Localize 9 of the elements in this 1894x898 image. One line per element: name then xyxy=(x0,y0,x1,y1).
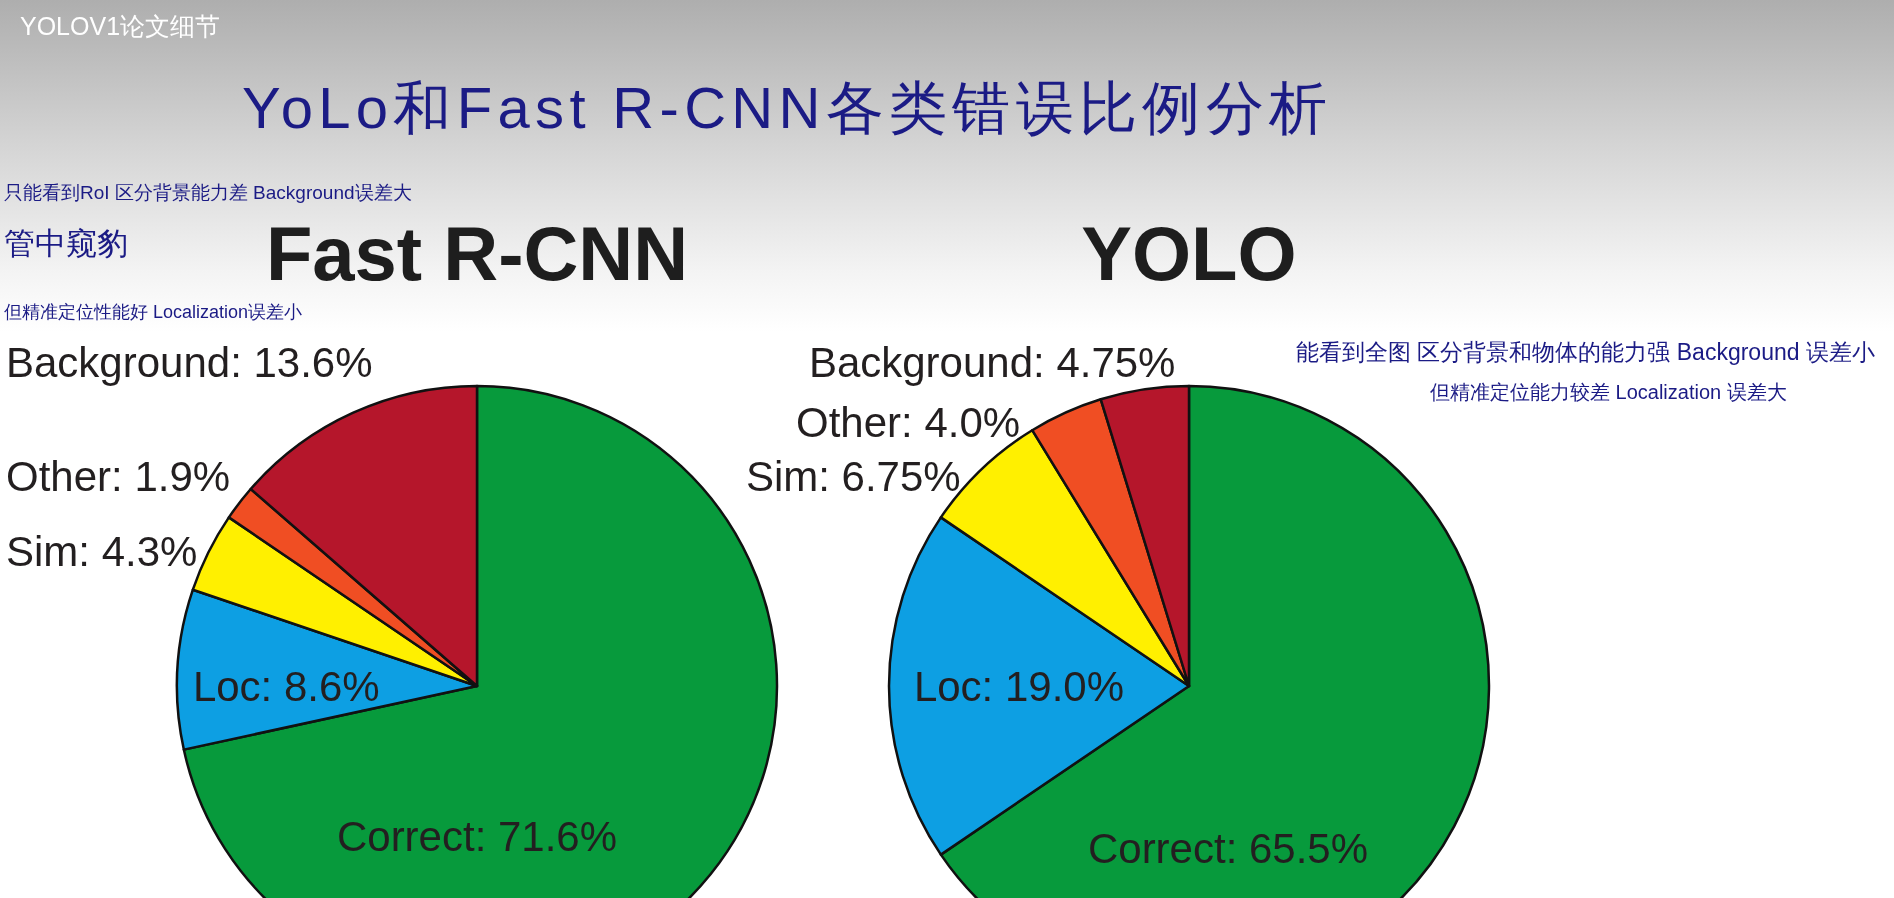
title: YOLO xyxy=(1081,211,1297,296)
annotation: 管中窥豹 xyxy=(4,226,128,261)
annotation: YOLOV1论文细节 xyxy=(20,12,221,40)
title: Fast R-CNN xyxy=(265,211,689,296)
annotation: 但精准定位能力较差 Localization 误差大 xyxy=(1430,381,1787,403)
annotation: 能看到全图 区分背景和物体的能力强 Background 误差小 xyxy=(1296,339,1875,365)
annotation: 只能看到RoI 区分背景能力差 Background误差大 xyxy=(4,182,412,203)
title: YoLo和Fast R-CNN各类错误比例分析 xyxy=(242,75,1327,140)
annotation: 但精准定位性能好 Localization误差小 xyxy=(4,302,303,322)
